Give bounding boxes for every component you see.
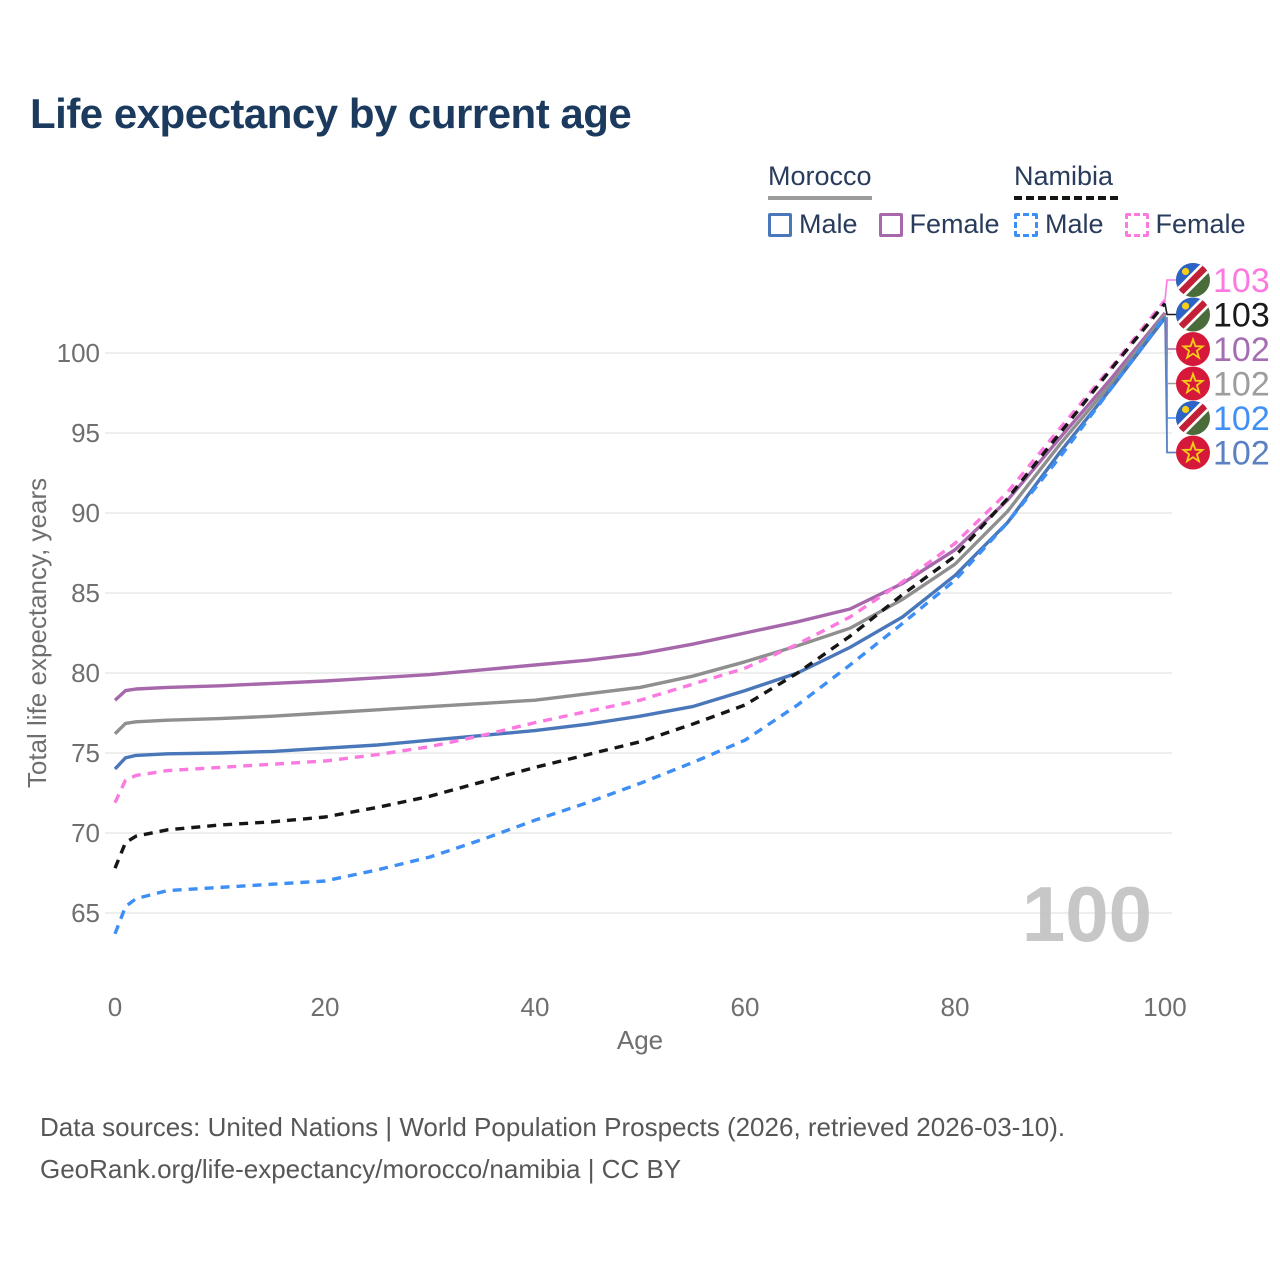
watermark-layer: 100 <box>1022 870 1152 958</box>
namibia-male-swatch-icon <box>1014 212 1038 237</box>
series-line-morocco-female <box>113 311 1167 702</box>
x-tick-label-100: 100 <box>1143 992 1186 1022</box>
namibia-female-swatch-icon <box>1124 212 1149 237</box>
y-tick-label-90: 90 <box>71 498 100 528</box>
page-title: Life expectancy by current age <box>30 90 632 137</box>
y-axis-title: Total life expectancy, years <box>22 478 52 788</box>
morocco-female-swatch-icon <box>878 212 903 237</box>
x-tick-label-20: 20 <box>311 992 340 1022</box>
morocco-male-swatch-icon <box>768 212 792 237</box>
legend-group-namibia: Namibia Male Female <box>1014 161 1246 240</box>
leader-line-1 <box>1164 303 1176 316</box>
end-value-label-1: 103 <box>1213 297 1270 335</box>
legend-label-namibia-female: Female <box>1155 209 1246 239</box>
legend-item-namibia-male: Male <box>1014 209 1104 240</box>
leader-line-5 <box>1164 317 1176 454</box>
namibia-flag-icon <box>1169 256 1216 303</box>
grid-layer: 65 70 75 80 85 90 95 100 0 20 40 60 80 100 Age Total li… <box>22 338 1187 1055</box>
morocco-flag-icon <box>1176 367 1210 401</box>
legend-item-namibia-female: Female <box>1124 209 1246 240</box>
legend-row-namibia: Male Female <box>1014 209 1246 240</box>
end-value-label-4: 102 <box>1213 400 1270 438</box>
x-tick-label-80: 80 <box>941 992 970 1022</box>
x-tick-label-60: 60 <box>731 992 760 1022</box>
series-layer <box>113 299 1167 935</box>
y-tick-label-100: 100 <box>57 338 100 368</box>
end-value-label-2: 102 <box>1213 331 1270 369</box>
legend-row-morocco: Male Female <box>768 209 1000 240</box>
series-line-namibia-female <box>113 299 1167 804</box>
legend-label-morocco-female: Female <box>909 209 1000 239</box>
footer: Data sources: United Nations | World Pop… <box>40 1106 1065 1190</box>
y-tick-label-65: 65 <box>71 898 100 928</box>
x-tick-label-40: 40 <box>521 992 550 1022</box>
series-line-namibia-both <box>113 302 1167 869</box>
legend-item-morocco-female: Female <box>878 209 1000 240</box>
legend-item-morocco-male: Male <box>768 209 858 240</box>
end-value-label-5: 102 <box>1213 435 1270 473</box>
leader-bracket <box>1166 317 1176 454</box>
y-tick-label-95: 95 <box>71 418 100 448</box>
legend-label-namibia-male: Male <box>1045 209 1104 239</box>
y-tick-label-80: 80 <box>71 658 100 688</box>
leader-line-0 <box>1164 279 1176 301</box>
end-value-label-0: 103 <box>1213 262 1270 300</box>
legend-label-morocco-male: Male <box>799 209 858 239</box>
y-tick-label-70: 70 <box>71 818 100 848</box>
watermark-text: 100 <box>1022 870 1152 958</box>
x-tick-label-0: 0 <box>108 992 122 1022</box>
end-value-label-3: 102 <box>1213 366 1270 404</box>
morocco-flag-icon <box>1176 436 1210 470</box>
morocco-flag-icon <box>1176 332 1210 366</box>
y-tick-label-75: 75 <box>71 738 100 768</box>
y-tick-label-85: 85 <box>71 578 100 608</box>
footer-sources-line: Data sources: United Nations | World Pop… <box>40 1112 1066 1142</box>
legend-header-morocco: Morocco <box>768 161 872 200</box>
legend-group-morocco: Morocco Male Female <box>768 161 1000 240</box>
series-line-namibia-male <box>113 315 1167 935</box>
namibia-flag-icon <box>1169 394 1216 441</box>
legend-header-namibia: Namibia <box>1014 161 1118 200</box>
footer-attribution-line: GeoRank.org/life-expectancy/morocco/nami… <box>40 1154 682 1185</box>
series-line-morocco-both <box>113 313 1167 736</box>
series-line-morocco-male <box>113 316 1167 771</box>
namibia-flag-icon <box>1169 291 1216 338</box>
x-axis-title: Age <box>617 1025 663 1055</box>
